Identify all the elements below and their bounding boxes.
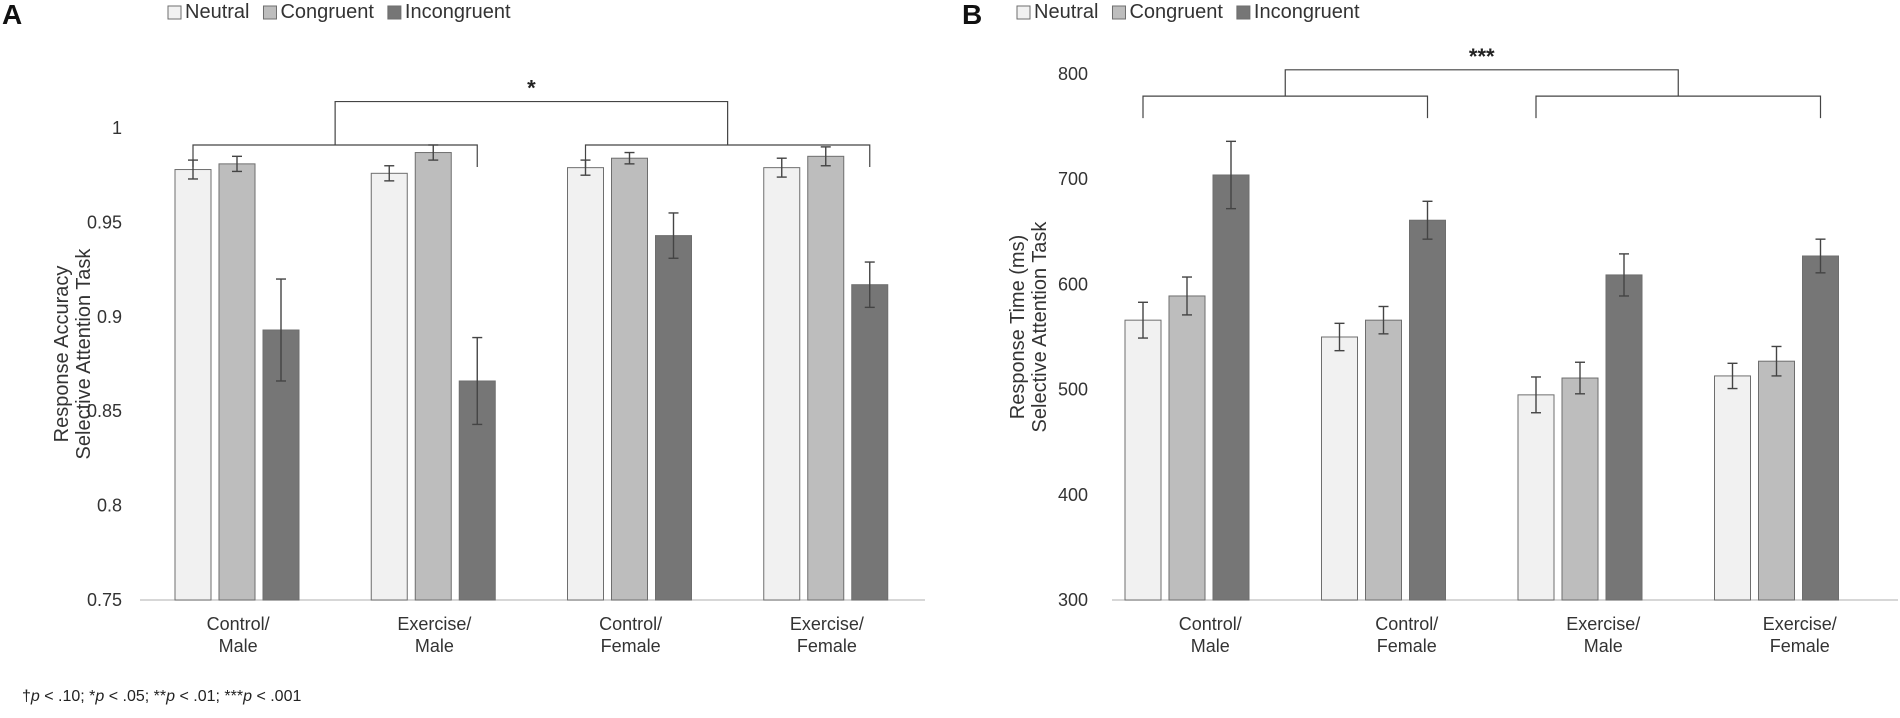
error-bar-incongruent — [472, 336, 483, 426]
error-bar-congruent — [1575, 361, 1585, 395]
bar-neutral — [1321, 336, 1358, 601]
legend-label-incongruent: Incongruent — [405, 1, 511, 23]
y-tick-label: 0.75 — [87, 590, 122, 610]
legend-swatch-congruent — [1111, 5, 1126, 20]
x-tick-label: Control/ — [599, 614, 662, 634]
error-bar-neutral — [1138, 301, 1148, 339]
bar-neutral — [1124, 319, 1162, 601]
bar-incongruent — [1802, 255, 1839, 601]
x-tick-label: Female — [1377, 636, 1437, 656]
x-tick-label: Female — [1770, 636, 1830, 656]
bar-congruent — [1561, 377, 1599, 601]
x-tick-label: Control/ — [1375, 614, 1438, 634]
legend-label-neutral: Neutral — [185, 1, 249, 23]
x-tick-label: Control/ — [1179, 614, 1242, 634]
significance-bracket — [1535, 95, 1822, 119]
error-bar-neutral — [1334, 322, 1345, 352]
bar-incongruent — [851, 284, 889, 601]
y-axis-label: Response Accuracy — [51, 266, 73, 443]
bar-congruent — [1168, 295, 1206, 601]
x-tick-label: Exercise/ — [397, 614, 471, 634]
x-tick-label: Male — [1584, 636, 1623, 656]
y-tick-label: 600 — [1058, 274, 1088, 294]
error-bar-incongruent — [1422, 200, 1433, 240]
error-bar-neutral — [776, 157, 787, 178]
significance-stars: *** — [1469, 44, 1495, 69]
bar-neutral — [370, 172, 408, 601]
bar-incongruent — [1409, 219, 1446, 601]
significance-footnote: †p < .10; *p < .05; **p < .01; ***p < .0… — [22, 688, 302, 705]
bar-congruent — [807, 155, 845, 601]
error-bar-incongruent — [1815, 238, 1826, 274]
error-bar-incongruent — [1619, 253, 1629, 297]
significance-stars: * — [527, 76, 536, 101]
bar-incongruent — [1212, 174, 1250, 601]
y-tick-label: 800 — [1058, 64, 1088, 84]
x-tick-label: Exercise/ — [790, 614, 864, 634]
bar-incongruent — [655, 235, 692, 601]
bar-congruent — [218, 163, 256, 601]
legend-label-incongruent: Incongruent — [1254, 1, 1360, 23]
y-tick-label: 700 — [1058, 169, 1088, 189]
error-bar-neutral — [1531, 376, 1541, 414]
significance-bracket — [1284, 69, 1679, 97]
legend-label-congruent: Congruent — [280, 1, 374, 23]
legend-label-neutral: Neutral — [1034, 1, 1098, 23]
x-tick-label: Male — [219, 636, 258, 656]
x-tick-label: Exercise/ — [1763, 614, 1837, 634]
y-tick-label: 1 — [112, 118, 122, 138]
legend-swatch-congruent — [262, 5, 277, 20]
significance-bracket — [334, 100, 729, 145]
bar-neutral — [567, 167, 604, 601]
x-tick-label: Female — [601, 636, 661, 656]
error-bar-congruent — [1182, 276, 1192, 316]
error-bar-congruent — [820, 146, 831, 167]
bar-neutral — [1714, 375, 1751, 601]
y-tick-label: 0.9 — [97, 307, 122, 327]
y-tick-label: 0.95 — [87, 212, 122, 232]
error-bar-congruent — [1378, 305, 1389, 335]
y-tick-label: 400 — [1058, 485, 1088, 505]
panel-label: B — [962, 0, 982, 30]
error-bar-incongruent — [864, 261, 875, 309]
legend-swatch-neutral — [1016, 5, 1031, 20]
x-tick-label: Male — [1191, 636, 1230, 656]
bar-neutral — [763, 167, 801, 601]
y-tick-label: 0.8 — [97, 496, 122, 516]
error-bar-congruent — [1771, 345, 1782, 377]
bar-congruent — [611, 157, 648, 601]
legend-swatch-neutral — [167, 5, 182, 20]
x-tick-label: Control/ — [207, 614, 270, 634]
y-tick-label: 300 — [1058, 590, 1088, 610]
x-tick-label: Male — [415, 636, 454, 656]
bar-incongruent — [1605, 274, 1643, 601]
bar-neutral — [174, 169, 212, 601]
x-tick-label: Exercise/ — [1566, 614, 1640, 634]
error-bar-neutral — [384, 165, 395, 182]
error-bar-incongruent — [668, 212, 679, 259]
chart-panel-b: B Neutral Congruent Incongruent 300 400 500 600… — [962, 0, 1898, 656]
bar-congruent — [1758, 360, 1795, 601]
legend-swatch-incongruent — [1236, 5, 1251, 20]
y-axis-label: Selective Attention Task — [73, 248, 95, 460]
bar-neutral — [1517, 394, 1555, 601]
significance-bracket — [1142, 95, 1429, 119]
error-bar-neutral — [1727, 362, 1738, 390]
y-tick-label: 500 — [1058, 380, 1088, 400]
x-tick-label: Female — [797, 636, 857, 656]
chart-panel-a: A Neutral Congruent Incongruent 0.75 0.8 0.85 0… — [2, 0, 925, 656]
error-bar-congruent — [624, 151, 635, 165]
legend-swatch-incongruent — [387, 5, 402, 20]
panel-label: A — [2, 0, 22, 30]
error-bar-incongruent — [1226, 140, 1236, 210]
error-bar-congruent — [232, 155, 242, 173]
bar-congruent — [1365, 319, 1402, 601]
bar-congruent — [414, 152, 452, 601]
error-bar-incongruent — [276, 278, 286, 382]
y-axis-label: Response Time (ms) — [1007, 235, 1029, 420]
y-axis-label: Selective Attention Task — [1029, 221, 1051, 433]
y-tick-label: 0.85 — [87, 401, 122, 421]
legend-label-congruent: Congruent — [1129, 1, 1223, 23]
